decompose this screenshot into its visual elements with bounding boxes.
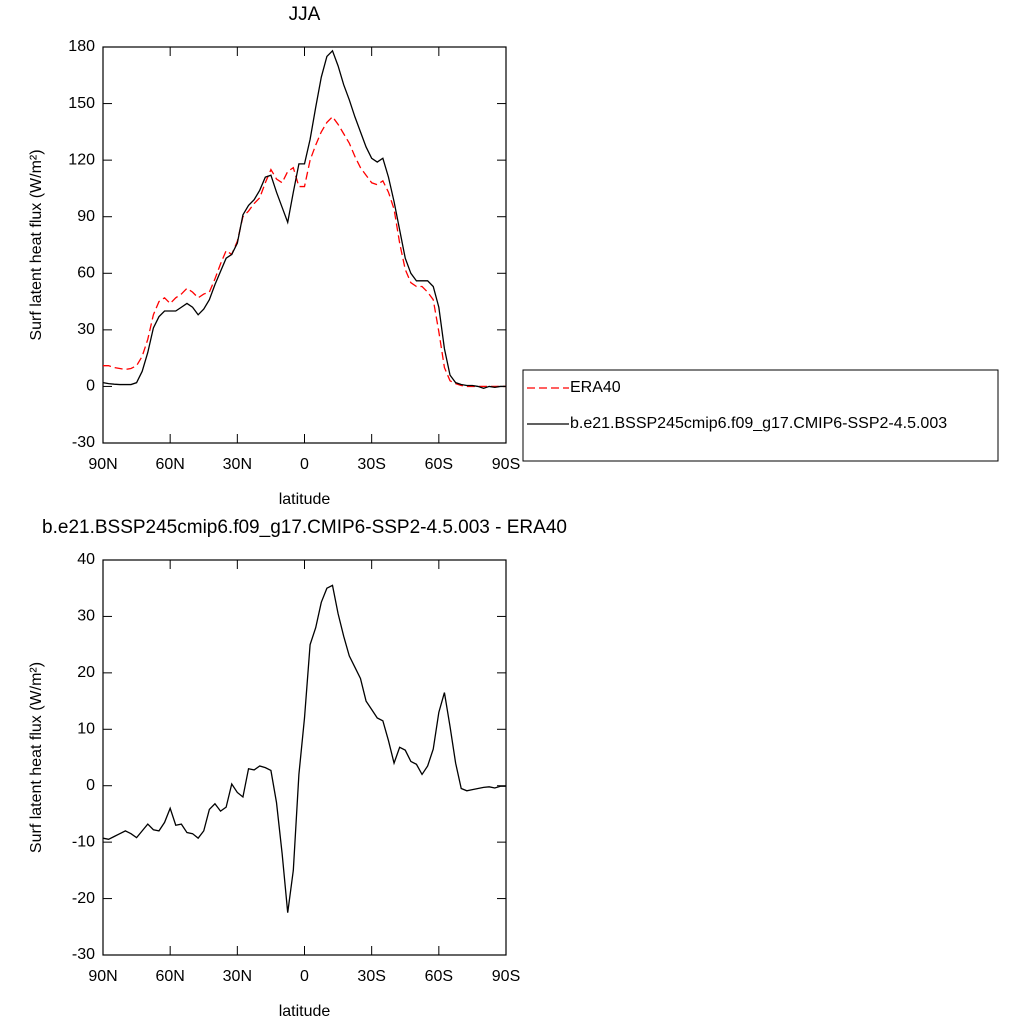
x-tick-label: 0 — [300, 968, 309, 985]
y-tick-label: 30 — [77, 608, 95, 625]
chart-title: b.e21.BSSP245cmip6.f09_g17.CMIP6-SSP2-4.… — [42, 517, 567, 538]
y-tick-label: 150 — [68, 95, 95, 112]
legend-box — [522, 369, 999, 462]
x-tick-label: 90N — [88, 968, 117, 985]
data-line — [103, 115, 506, 388]
x-tick-label: 60N — [155, 456, 184, 473]
y-tick-label: 20 — [77, 664, 95, 681]
x-axis-label: latitude — [279, 491, 331, 508]
y-tick-label: -20 — [72, 890, 95, 907]
x-tick-label: 90S — [492, 456, 520, 473]
x-tick-label: 30N — [223, 968, 252, 985]
y-tick-label: 40 — [77, 551, 95, 568]
y-tick-label: 10 — [77, 721, 95, 738]
y-axis-label: Surf latent heat flux (W/m²) — [28, 662, 45, 853]
y-axis-label: Surf latent heat flux (W/m²) — [28, 149, 45, 340]
x-tick-label: 30S — [357, 456, 385, 473]
x-tick-label: 90N — [88, 456, 117, 473]
y-tick-label: 60 — [77, 265, 95, 282]
y-tick-label: 90 — [77, 208, 95, 225]
plot-frame — [102, 46, 507, 444]
y-tick-label: 30 — [77, 321, 95, 338]
y-tick-label: 0 — [86, 378, 95, 395]
y-tick-label: -30 — [72, 434, 95, 451]
x-tick-label: 60S — [425, 456, 453, 473]
legend-label: ERA40 — [570, 379, 621, 396]
data-line — [102, 49, 506, 389]
y-tick-label: 120 — [68, 151, 95, 168]
y-tick-label: 0 — [86, 777, 95, 794]
chart-title: JJA — [289, 4, 321, 25]
data-line — [102, 584, 506, 913]
y-tick-label: -30 — [72, 946, 95, 963]
x-axis-label: latitude — [279, 1003, 331, 1020]
x-tick-label: 90S — [492, 968, 520, 985]
x-tick-label: 60S — [425, 968, 453, 985]
x-tick-label: 30S — [357, 968, 385, 985]
plot-frame — [102, 559, 507, 956]
x-tick-label: 30N — [223, 456, 252, 473]
x-tick-label: 0 — [300, 456, 309, 473]
y-tick-label: -10 — [72, 833, 95, 850]
y-tick-label: 180 — [68, 38, 95, 55]
legend-label: b.e21.BSSP245cmip6.f09_g17.CMIP6-SSP2-4.… — [570, 415, 947, 432]
x-tick-label: 60N — [155, 968, 184, 985]
